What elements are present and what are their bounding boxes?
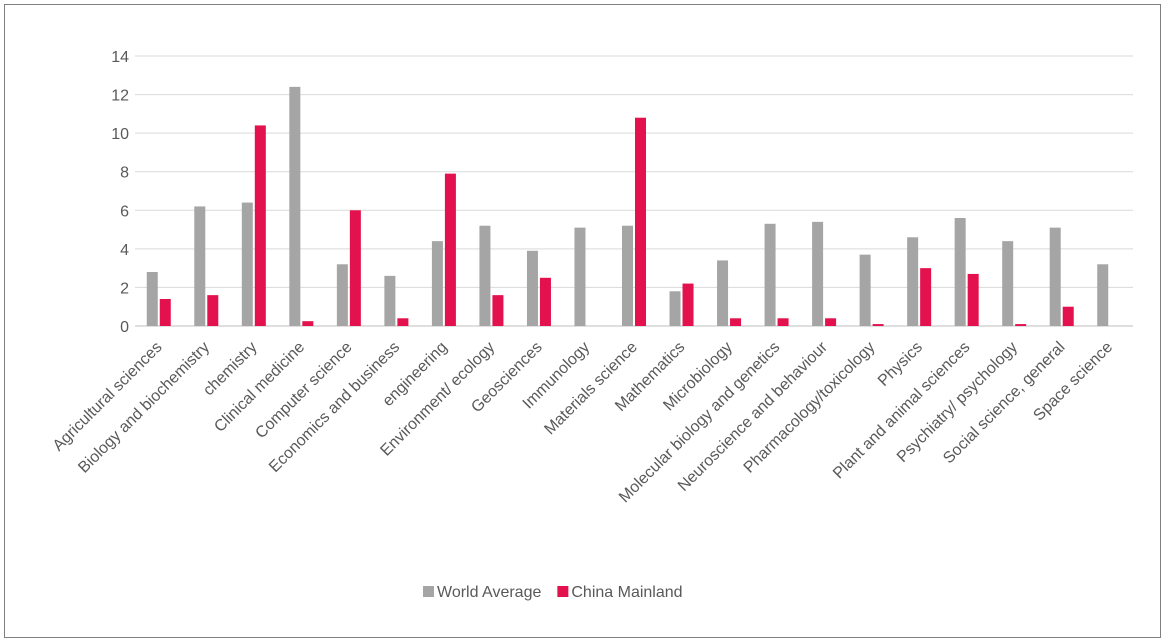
bar-world-average <box>1097 264 1109 326</box>
bar-world-average <box>241 202 253 326</box>
bar-world-average <box>1049 227 1061 326</box>
y-tick-label: 14 <box>111 49 129 66</box>
bar-world-average <box>812 221 824 326</box>
bar-world-average <box>622 225 633 326</box>
y-tick-label: 6 <box>120 203 129 220</box>
bar-world-average <box>954 218 966 326</box>
legend-label-china-mainland: China Mainland <box>571 584 682 601</box>
y-tick-label: 0 <box>120 319 129 336</box>
y-tick-label: 2 <box>120 280 129 297</box>
bar-china-mainland <box>635 117 646 326</box>
legend-label-world-average: World Average <box>437 584 541 601</box>
bars <box>146 86 1109 326</box>
y-tick-label: 10 <box>111 126 129 143</box>
bar-world-average <box>194 206 206 326</box>
bar-china-mainland <box>444 173 456 326</box>
bar-world-average <box>146 272 158 326</box>
bar-china-mainland <box>920 268 932 326</box>
bar-china-mainland <box>1015 324 1027 326</box>
bar-world-average <box>669 291 681 326</box>
y-axis: 0 2 4 6 8 10 12 14 <box>111 49 129 336</box>
bar-china-mainland <box>349 210 361 326</box>
bar-china-mainland <box>872 324 884 326</box>
bar-china-mainland <box>1062 306 1074 326</box>
bar-world-average <box>574 227 586 326</box>
bar-world-average <box>479 225 491 326</box>
legend-swatch-world-average <box>423 586 434 597</box>
bar-china-mainland <box>825 318 837 326</box>
bar-china-mainland <box>967 273 979 326</box>
bar-china-mainland <box>682 283 694 326</box>
bar-china-mainland <box>397 318 409 326</box>
bar-world-average <box>431 241 443 326</box>
bar-china-mainland <box>254 125 266 326</box>
bar-world-average <box>336 264 348 326</box>
bar-china-mainland <box>492 295 504 326</box>
bar-world-average <box>717 260 729 326</box>
bar-world-average <box>859 254 871 326</box>
bar-china-mainland <box>777 318 789 326</box>
bar-world-average <box>384 275 396 326</box>
y-tick-label: 4 <box>120 242 129 259</box>
bar-china-mainland <box>539 277 551 326</box>
y-tick-label: 8 <box>120 165 129 182</box>
bar-world-average <box>1002 241 1014 326</box>
x-tick-label: Clinical medicine <box>211 339 308 436</box>
legend-swatch-china-mainland <box>557 586 569 597</box>
bar-china-mainland <box>159 299 171 326</box>
bar-china-mainland <box>207 295 219 326</box>
bar-world-average <box>764 223 776 326</box>
gridlines <box>135 55 1133 327</box>
legend: World Average China Mainland <box>423 584 683 601</box>
y-tick-label: 12 <box>111 88 129 105</box>
bar-world-average <box>907 237 919 326</box>
bar-world-average <box>289 86 301 326</box>
bar-china-mainland <box>730 318 742 326</box>
bar-world-average <box>526 250 538 326</box>
bar-china-mainland <box>302 321 314 326</box>
